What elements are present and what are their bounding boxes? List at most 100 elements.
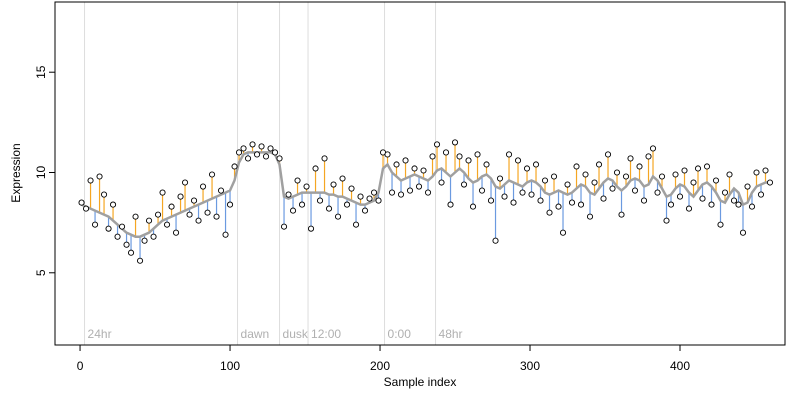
point <box>672 171 679 178</box>
point <box>708 201 715 208</box>
point <box>361 207 369 214</box>
point <box>766 179 774 186</box>
point <box>744 183 751 190</box>
point <box>478 187 486 194</box>
point <box>118 223 126 230</box>
point <box>262 153 270 160</box>
x-tick-label: 0 <box>77 359 84 373</box>
point <box>343 201 351 208</box>
annotation-label: 12:00 <box>311 327 341 341</box>
point <box>429 153 436 160</box>
point <box>303 183 310 190</box>
point <box>636 163 643 170</box>
point <box>667 201 675 208</box>
point <box>159 189 166 196</box>
point <box>114 233 121 240</box>
point <box>240 145 247 152</box>
point <box>168 203 175 210</box>
point <box>717 221 724 228</box>
point <box>442 149 450 156</box>
point <box>559 229 567 236</box>
point <box>447 201 454 208</box>
point <box>658 173 666 180</box>
annotation-label: 24hr <box>88 327 112 341</box>
point <box>316 197 324 204</box>
point <box>757 191 765 198</box>
point <box>730 197 738 204</box>
point <box>127 249 135 256</box>
point <box>226 201 234 208</box>
point <box>415 183 423 190</box>
point <box>172 229 180 236</box>
point <box>640 197 648 204</box>
point <box>289 207 297 214</box>
point <box>703 163 711 170</box>
point <box>312 165 319 172</box>
y-tick-label: 10 <box>34 166 48 180</box>
point <box>285 191 292 198</box>
point <box>249 141 256 148</box>
point <box>267 145 274 152</box>
point <box>654 189 661 196</box>
point <box>627 155 634 162</box>
point <box>348 185 355 192</box>
point <box>645 153 652 160</box>
point <box>420 167 427 174</box>
point <box>357 193 364 200</box>
point <box>739 229 747 236</box>
point <box>537 197 544 204</box>
point <box>465 157 472 164</box>
point <box>91 221 99 228</box>
y-tick-label: 15 <box>34 65 48 79</box>
point <box>87 177 94 184</box>
point <box>600 195 607 202</box>
point <box>546 209 553 216</box>
point <box>631 187 639 194</box>
point <box>253 151 261 158</box>
point <box>307 225 315 232</box>
point <box>726 171 733 178</box>
point <box>555 203 562 210</box>
point <box>735 201 742 208</box>
point <box>136 257 144 264</box>
point <box>195 217 202 224</box>
point <box>460 181 468 188</box>
annotation-label: dawn <box>241 327 270 341</box>
x-tick-label: 300 <box>520 359 540 373</box>
annotation-label: 48hr <box>439 327 463 341</box>
point <box>622 173 630 180</box>
point <box>564 181 571 188</box>
y-tick-label: 5 <box>34 269 48 276</box>
point <box>577 201 585 208</box>
point <box>613 169 621 176</box>
point <box>424 189 432 196</box>
point <box>595 161 603 168</box>
point <box>492 237 499 244</box>
point <box>280 223 288 230</box>
point <box>177 193 184 200</box>
point <box>190 197 198 204</box>
point <box>204 209 211 216</box>
point <box>397 191 405 198</box>
point <box>528 191 535 198</box>
point <box>501 193 508 200</box>
point <box>438 179 445 186</box>
x-tick-label: 400 <box>670 359 690 373</box>
point <box>199 183 207 190</box>
point <box>393 161 400 168</box>
point <box>474 151 481 158</box>
x-axis-label: Sample index <box>384 375 457 389</box>
point <box>271 149 279 156</box>
point <box>582 171 589 178</box>
point <box>496 175 504 182</box>
point <box>334 213 342 220</box>
point <box>150 233 157 240</box>
point <box>586 213 594 220</box>
plot-frame <box>54 1 786 346</box>
point <box>141 237 148 244</box>
point <box>712 177 720 184</box>
point <box>186 211 193 218</box>
point <box>510 199 517 206</box>
point <box>82 205 90 212</box>
